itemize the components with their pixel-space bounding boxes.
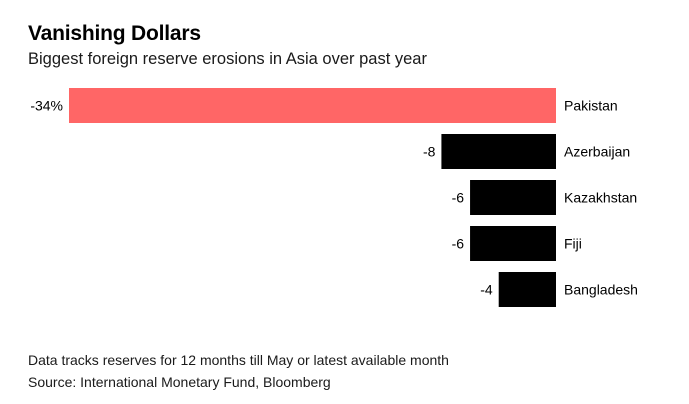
bar-fiji [470, 226, 556, 261]
value-label-pakistan: -34% [30, 98, 63, 114]
footnote: Data tracks reserves for 12 months till … [28, 352, 449, 368]
category-label-bangladesh: Bangladesh [564, 282, 638, 298]
value-label-fiji: -6 [452, 236, 465, 252]
bar-chart: -34% Pakistan -8 Azerbaijan -6 Kazakhstan -6 Fi… [30, 88, 638, 307]
bar-pakistan [69, 88, 556, 123]
bar-kazakhstan [470, 180, 556, 215]
category-label-azerbaijan: Azerbaijan [564, 144, 630, 160]
category-label-pakistan: Pakistan [564, 98, 618, 114]
source-note: Source: International Monetary Fund, Blo… [28, 374, 331, 390]
chart-title: Vanishing Dollars [28, 22, 201, 45]
category-label-fiji: Fiji [564, 236, 582, 252]
value-label-bangladesh: -4 [480, 282, 493, 298]
value-label-azerbaijan: -8 [423, 144, 436, 160]
value-label-kazakhstan: -6 [452, 190, 465, 206]
category-label-kazakhstan: Kazakhstan [564, 190, 637, 206]
bar-azerbaijan [441, 134, 556, 169]
bar-bangladesh [498, 272, 556, 307]
chart-subtitle: Biggest foreign reserve erosions in Asia… [28, 50, 427, 68]
